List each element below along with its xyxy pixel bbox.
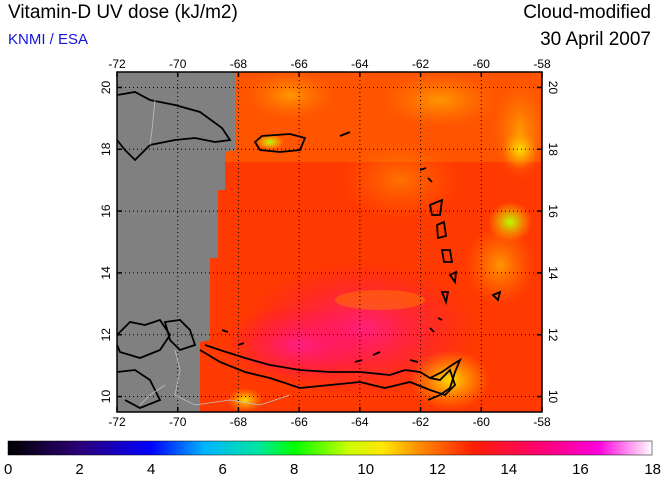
graticule	[117, 72, 542, 412]
colorbar-tick-label: 14	[501, 461, 518, 478]
colorbar-tick-label: 18	[644, 461, 661, 478]
lat-label: 12	[546, 328, 560, 342]
colorbar-tick-label: 4	[147, 461, 155, 478]
lon-label: -68	[230, 415, 248, 429]
colorbar	[7, 440, 653, 456]
source-label: KNMI / ESA	[8, 31, 89, 48]
lat-label: 14	[99, 266, 113, 280]
product-label: Cloud-modified	[523, 2, 651, 23]
lon-label: -66	[290, 415, 308, 429]
lon-label: -62	[412, 415, 430, 429]
colorbar-tick-label: 0	[4, 461, 12, 478]
lon-label: -70	[169, 57, 187, 71]
lon-label: -58	[533, 415, 551, 429]
longitude-labels-top: -72 -70 -68 -66 -64 -62 -60 -58	[108, 57, 551, 71]
lat-label: 14	[546, 266, 560, 280]
no-data-region	[117, 72, 235, 412]
lat-label: 16	[546, 204, 560, 218]
colorbar-tick-label: 8	[290, 461, 298, 478]
lat-label: 10	[546, 390, 560, 404]
map-title: Vitamin-D UV dose (kJ/m2)	[8, 2, 238, 23]
lon-label: -60	[473, 415, 491, 429]
colorbar-labels: 0 2 4 6 8 10 12 14 16 18	[4, 461, 661, 478]
lat-label: 18	[99, 142, 113, 156]
dose-field	[117, 72, 542, 412]
lon-label: -58	[533, 57, 551, 71]
lon-label: -64	[351, 57, 369, 71]
colorbar-tick-label: 2	[75, 461, 83, 478]
frame-ticks	[116, 72, 543, 412]
lon-label: -62	[412, 57, 430, 71]
lon-label: -64	[351, 415, 369, 429]
lat-label: 20	[546, 81, 560, 95]
lat-label: 20	[99, 80, 113, 94]
latitude-labels-left: 10 12 14 16 18 20	[99, 80, 113, 403]
lat-label: 16	[99, 204, 113, 218]
lon-label: -60	[473, 57, 491, 71]
colorbar-tick-label: 6	[218, 461, 226, 478]
map-frame	[116, 71, 543, 413]
colorbar-tick-label: 12	[429, 461, 446, 478]
lon-label: -66	[290, 57, 308, 71]
lon-label: -70	[169, 415, 187, 429]
borders	[139, 99, 291, 406]
lat-label: 10	[99, 390, 113, 404]
lat-label: 18	[546, 143, 560, 157]
latitude-labels-right: 10 12 14 16 18 20	[546, 81, 560, 404]
longitude-labels-bottom: -72 -70 -68 -66 -64 -62 -60 -58	[108, 415, 551, 429]
lon-label: -72	[108, 415, 126, 429]
coastlines	[116, 91, 502, 409]
colorbar-tick-label: 16	[572, 461, 589, 478]
lat-label: 12	[99, 328, 113, 342]
date-label: 30 April 2007	[540, 29, 651, 50]
colorbar-tick-label: 10	[357, 461, 374, 478]
lon-label: -68	[230, 57, 248, 71]
lon-label: -72	[108, 57, 126, 71]
